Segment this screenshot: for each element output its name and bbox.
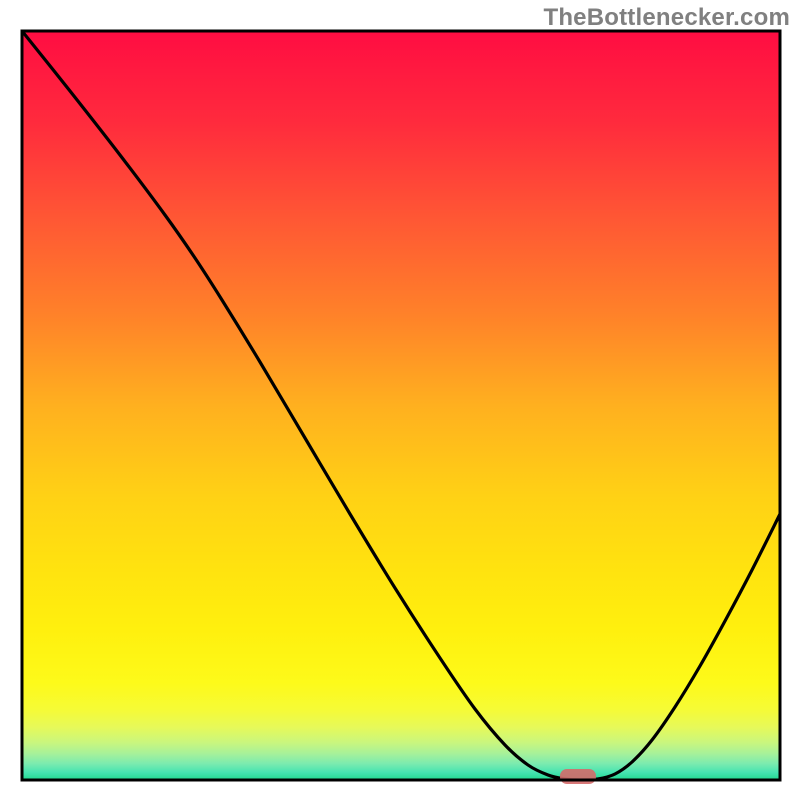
plot-background — [22, 31, 780, 780]
optimal-marker — [560, 769, 596, 784]
watermark-text: TheBottlenecker.com — [543, 4, 790, 32]
bottleneck-chart — [0, 0, 800, 800]
chart-stage: TheBottlenecker.com — [0, 0, 800, 800]
